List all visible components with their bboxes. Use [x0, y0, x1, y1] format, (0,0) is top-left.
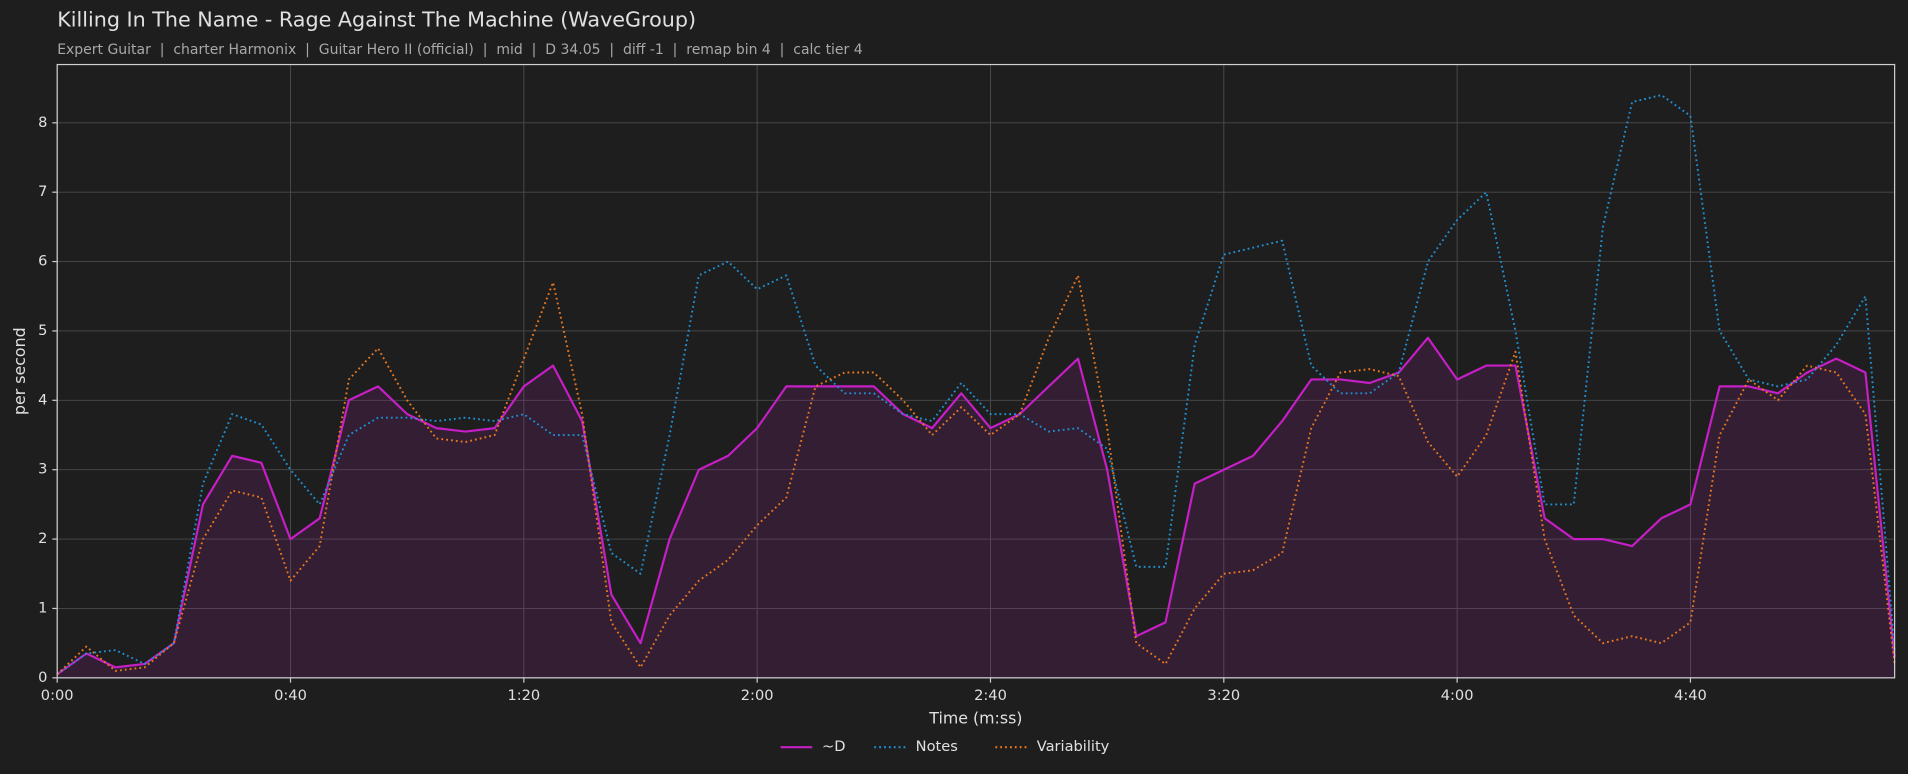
x-tick-label: 0:00	[41, 687, 74, 704]
x-tick-label: 4:40	[1674, 687, 1707, 704]
legend-label: Variability	[1037, 738, 1110, 755]
plot-frame	[56, 63, 1896, 679]
chart-title: Killing In The Name - Rage Against The M…	[57, 8, 696, 32]
y-tick-label: 7	[38, 183, 47, 200]
y-tick-label: 0	[38, 669, 47, 686]
x-tick-label: 0:40	[274, 687, 307, 704]
y-tick-label: 4	[38, 391, 47, 408]
y-tick-label: 8	[38, 114, 47, 131]
x-axis-label: Time (m:ss)	[928, 709, 1022, 728]
y-tick-label: 6	[38, 253, 47, 270]
y-tick-label: 2	[38, 530, 47, 547]
legend-label: Notes	[916, 738, 958, 755]
x-tick-label: 1:20	[507, 687, 540, 704]
x-tick-label: 2:00	[741, 687, 774, 704]
chart-subtitle: Expert Guitar | charter Harmonix | Guita…	[57, 42, 863, 58]
legend-item: Variability	[995, 738, 1110, 755]
legend-item: ~D	[780, 738, 845, 755]
y-tick-label: 3	[38, 461, 47, 478]
legend-label: ~D	[822, 738, 845, 755]
x-tick-label: 2:40	[974, 687, 1007, 704]
x-tick-label: 4:00	[1441, 687, 1474, 704]
line	[56, 336, 1896, 676]
area	[57, 337, 1895, 678]
x-tick-label: 3:20	[1207, 687, 1240, 704]
y-tick-label: 1	[38, 599, 47, 616]
y-tick-label: 5	[38, 322, 47, 339]
legend-item: Notes	[874, 738, 958, 755]
y-axis-label: per second	[10, 327, 29, 415]
